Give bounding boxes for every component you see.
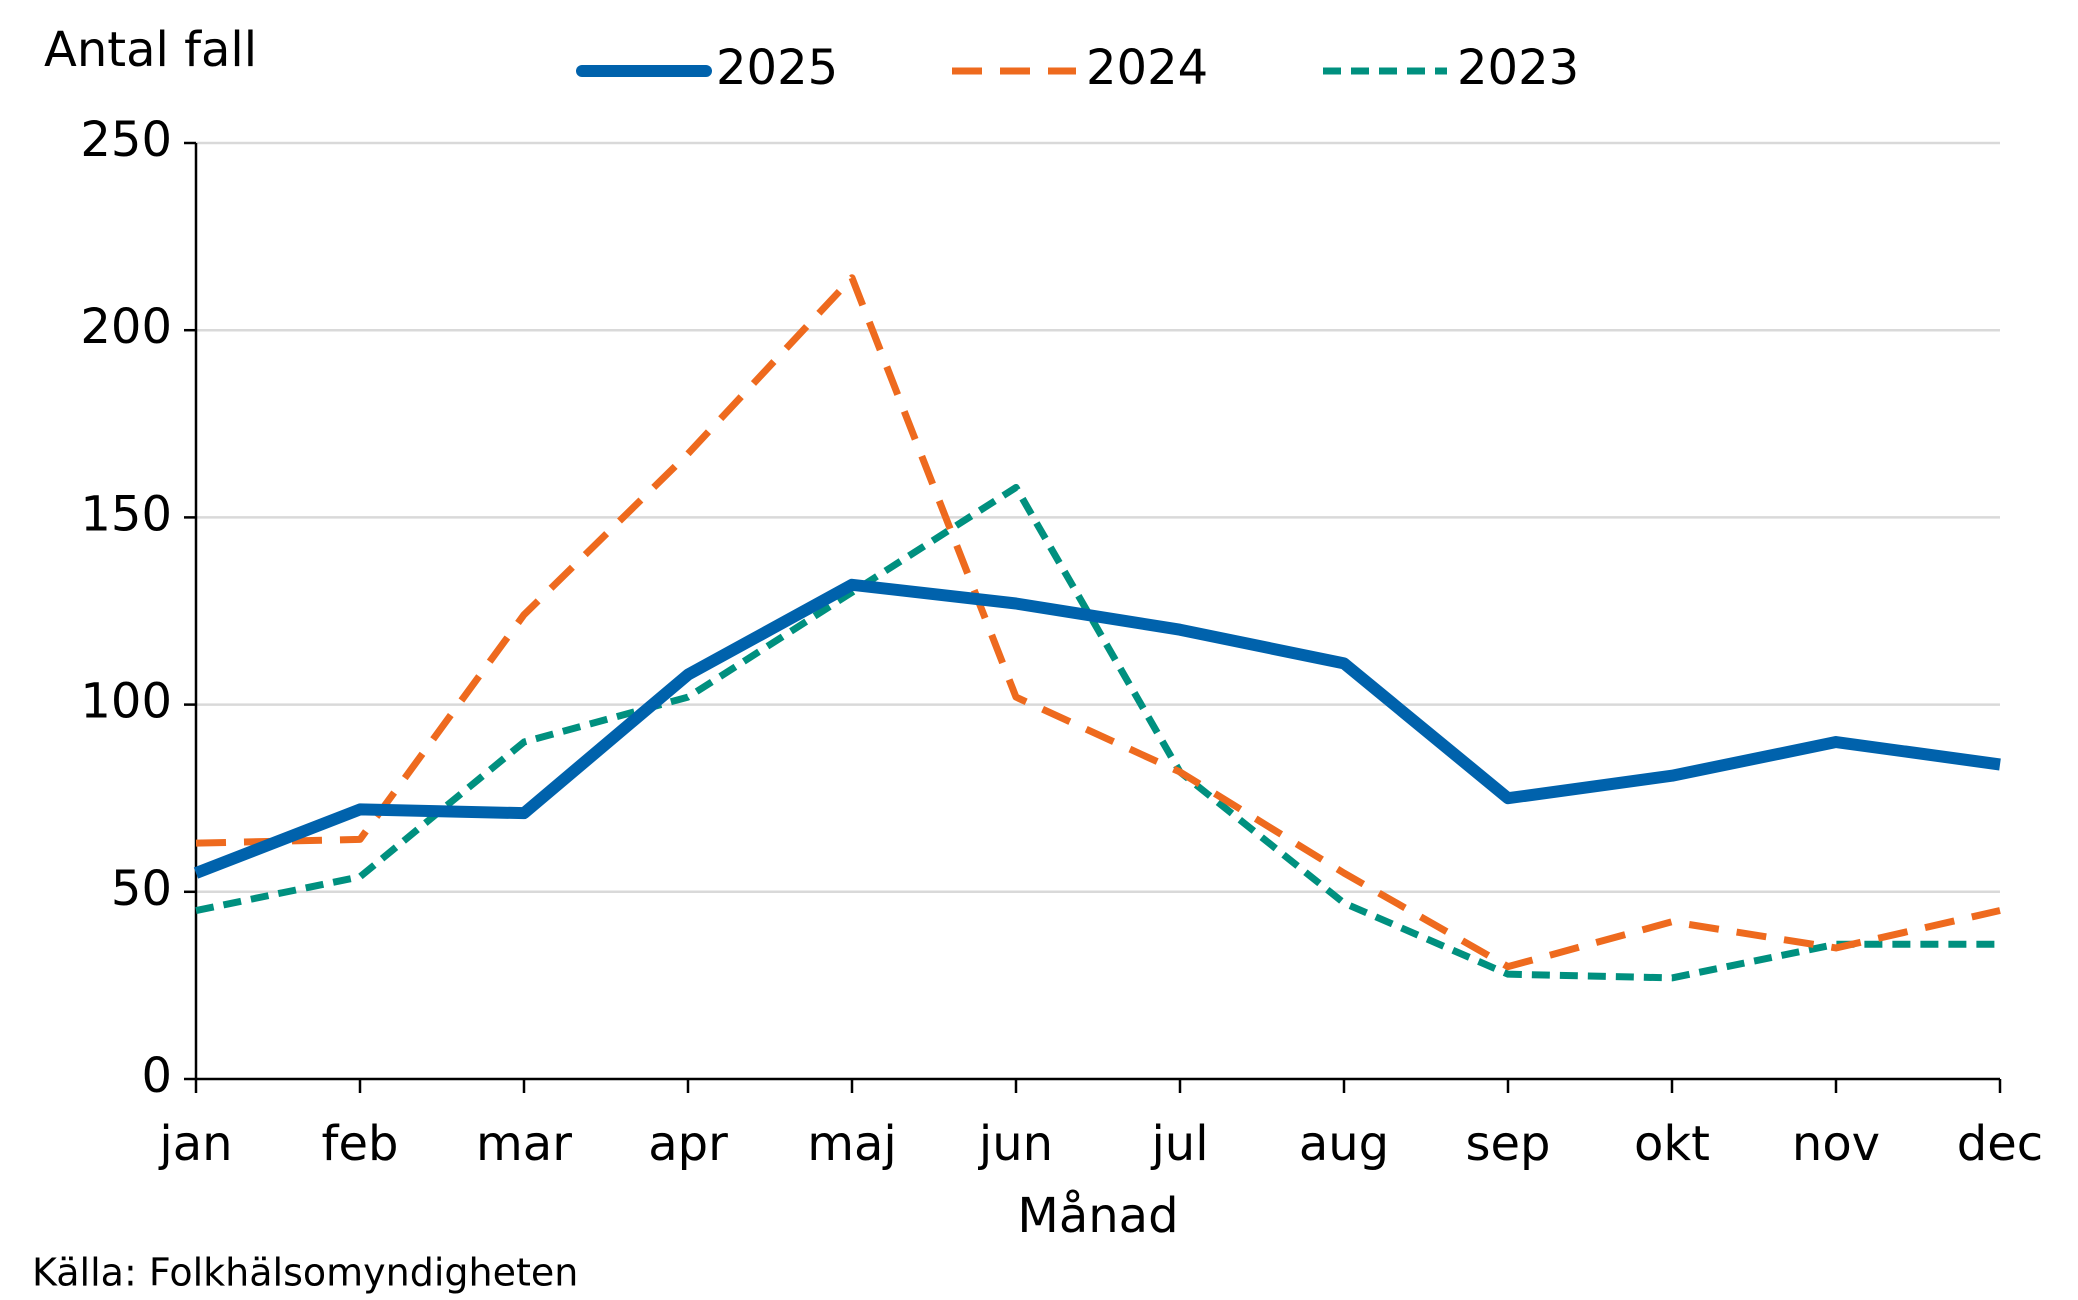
x-tick-label: apr xyxy=(648,1116,728,1172)
x-axis-title: Månad xyxy=(1017,1188,1178,1244)
x-tick-label: sep xyxy=(1465,1116,1550,1172)
x-tick-label: jun xyxy=(978,1116,1053,1172)
x-tick-label: nov xyxy=(1792,1116,1880,1172)
legend-label: 2024 xyxy=(1086,40,1208,96)
series-line xyxy=(193,578,2001,879)
x-tick-label: feb xyxy=(322,1116,399,1172)
x-tick-label: okt xyxy=(1634,1116,1710,1172)
series-line xyxy=(195,274,2001,971)
x-tick-label: jan xyxy=(158,1116,232,1172)
y-tick-label: 50 xyxy=(111,861,172,917)
series-line xyxy=(195,483,2000,982)
y-tick-label: 0 xyxy=(141,1048,172,1104)
legend-label: 2023 xyxy=(1457,40,1579,96)
legend-label: 2025 xyxy=(716,40,838,96)
x-tick-label: jul xyxy=(1150,1116,1208,1172)
y-tick-label: 150 xyxy=(80,486,172,542)
source: Källa: Folkhälsomyndigheten xyxy=(32,1251,578,1295)
y-tick-label: 250 xyxy=(80,112,172,168)
y-tick-label: 200 xyxy=(80,299,172,355)
x-tick-label: maj xyxy=(807,1116,897,1172)
y-tick-label: 100 xyxy=(80,674,172,730)
x-tick-label: dec xyxy=(1957,1116,2043,1172)
x-tick-label: mar xyxy=(476,1116,572,1172)
x-tick-label: aug xyxy=(1299,1116,1389,1172)
y-axis-title: Antal fall xyxy=(44,22,257,78)
